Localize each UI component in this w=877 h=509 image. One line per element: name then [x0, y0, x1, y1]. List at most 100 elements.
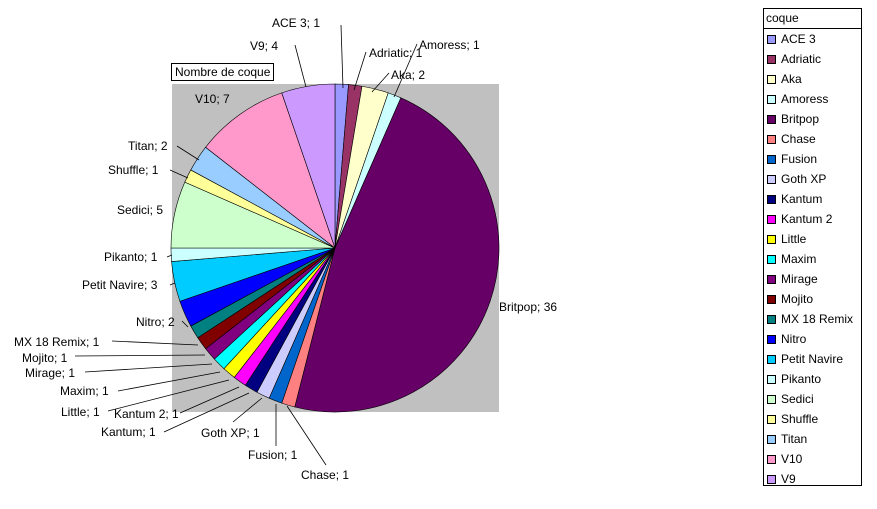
legend-label: Fusion [781, 152, 818, 166]
legend-item: Nitro [767, 331, 806, 347]
legend-swatch [767, 154, 776, 164]
legend-swatch [767, 354, 776, 364]
data-label: Titan; 2 [128, 139, 168, 153]
legend-item: Fusion [767, 151, 817, 167]
pie-slice-v10 [205, 92, 336, 249]
leader-line [353, 51, 367, 91]
legend-item: Pikanto [767, 371, 821, 387]
data-label: Amoress; 1 [419, 38, 480, 52]
data-labels: ACE 3; 1 Adriatic; 1 Aka; 2 Amoress; 1 Britp… [14, 16, 557, 482]
leader-line [74, 354, 206, 357]
legend-item: Shuffle [767, 411, 818, 427]
pie-slice-britpop [294, 97, 500, 413]
legend-item: Goth XP [767, 171, 826, 187]
legend-label: Sedici [781, 392, 814, 406]
legend-swatch [767, 234, 776, 244]
legend-swatch [767, 454, 776, 464]
legend-item: Maxim [767, 251, 816, 267]
leader-line [163, 392, 250, 433]
legend-item: V9 [767, 471, 796, 487]
legend-label: Goth XP [781, 172, 827, 186]
legend-swatch [767, 334, 776, 344]
legend-item: Kantum [767, 191, 822, 207]
leader-line [169, 169, 189, 179]
legend-swatch [767, 114, 776, 124]
legend-label: Chase [781, 132, 816, 146]
leader-line [107, 379, 230, 412]
legend-swatch [767, 254, 776, 264]
legend-item: Chase [767, 131, 816, 147]
leader-line [232, 397, 263, 423]
data-label: Goth XP; 1 [201, 426, 260, 440]
data-label: Nitro; 2 [136, 315, 175, 329]
legend-label: MX 18 Remix [781, 312, 854, 326]
legend-label: Pikanto [781, 372, 822, 386]
legend-item: ACE 3 [767, 31, 816, 47]
legend-item: Mojito [767, 291, 813, 307]
leader-line [340, 24, 344, 89]
legend-item: Sedici [767, 391, 814, 407]
data-label: Petit Navire; 3 [82, 278, 158, 292]
legend-swatch [767, 274, 776, 284]
legend-label: Aka [781, 72, 802, 86]
data-label: V9; 4 [250, 39, 278, 53]
legend-item: Kantum 2 [767, 211, 832, 227]
legend-label: Britpop [781, 112, 820, 126]
leader-line [111, 340, 199, 346]
legend-swatch [767, 134, 776, 144]
leader-line [371, 72, 390, 93]
data-label: Mojito; 1 [22, 351, 68, 365]
leader-line [179, 386, 240, 414]
legend-label: Shuffle [781, 412, 819, 426]
legend-swatch [767, 414, 776, 424]
legend-swatch [767, 434, 776, 444]
data-label: Kantum; 1 [101, 425, 156, 439]
leader-line [181, 320, 189, 328]
data-label: Aka; 2 [391, 68, 425, 82]
legend-label: Mojito [781, 292, 814, 306]
legend-swatch [767, 34, 776, 44]
legend-item: Adriatic [767, 51, 821, 67]
leader-line [176, 145, 200, 161]
data-label: Maxim; 1 [60, 384, 109, 398]
legend-label: Maxim [781, 252, 817, 266]
legend-item: V10 [767, 451, 802, 467]
legend: coque ACE 3 Adriatic Aka Amoress Britpop Chas… [763, 8, 862, 486]
legend-item: Aka [767, 71, 802, 87]
legend-item: Titan [767, 431, 807, 447]
legend-swatch [767, 374, 776, 384]
legend-label: ACE 3 [781, 32, 816, 46]
legend-title: coque [764, 9, 861, 29]
data-label: Britpop; 36 [499, 300, 557, 314]
leader-line [294, 44, 307, 88]
legend-item: Little [767, 231, 806, 247]
legend-label: Titan [781, 432, 808, 446]
legend-item: Mirage [767, 271, 818, 287]
data-label: Pikanto; 1 [104, 250, 158, 264]
data-label: Sedici; 5 [117, 203, 163, 217]
legend-swatch [767, 74, 776, 84]
legend-swatch [767, 314, 776, 324]
legend-label: Amoress [781, 92, 829, 106]
legend-label: Mirage [781, 272, 818, 286]
pie-slice-v9 [281, 83, 336, 249]
data-label: Little; 1 [61, 405, 100, 419]
legend-swatch [767, 394, 776, 404]
legend-label: Kantum [781, 192, 823, 206]
data-label: V10; 7 [195, 92, 230, 106]
leader-line [166, 254, 173, 258]
leader-line [393, 43, 418, 98]
data-label: Adriatic; 1 [369, 46, 423, 60]
legend-label: Adriatic [781, 52, 822, 66]
data-label: Shuffle; 1 [108, 163, 159, 177]
leader-line [84, 363, 213, 373]
legend-swatch [767, 174, 776, 184]
leader-lines [74, 24, 418, 466]
legend-item: MX 18 Remix [767, 311, 853, 327]
data-label: Mirage; 1 [25, 366, 75, 380]
legend-swatch [767, 294, 776, 304]
legend-item: Amoress [767, 91, 828, 107]
leader-line [117, 371, 221, 392]
legend-swatch [767, 474, 776, 484]
